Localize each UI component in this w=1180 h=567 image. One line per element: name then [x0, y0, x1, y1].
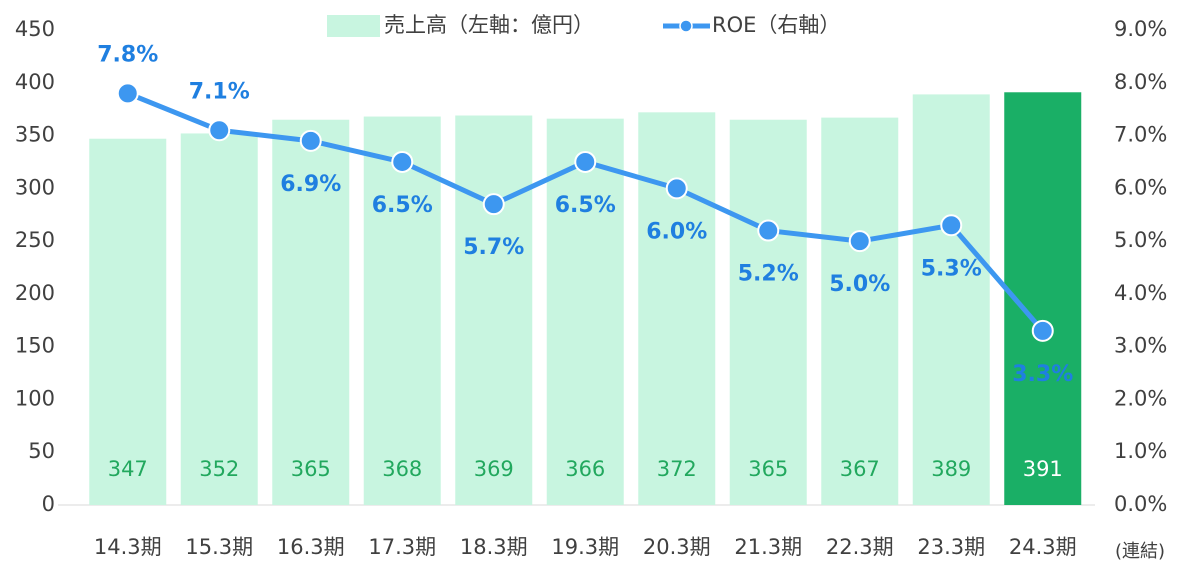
bar [546, 118, 624, 506]
line-value-label: 6.5% [372, 193, 433, 218]
y-tick-label: 250 [15, 228, 55, 252]
bar [821, 117, 899, 505]
line-value-label: 7.1% [189, 79, 250, 104]
bar [272, 119, 350, 505]
line-point [574, 150, 597, 173]
line-point [848, 230, 871, 253]
y-tick-label: 400 [15, 70, 55, 94]
y-tick-label: 150 [15, 334, 55, 358]
bar [729, 119, 807, 505]
legend-swatch [679, 19, 693, 33]
y-tick-label: 200 [15, 281, 55, 305]
bar-value-label: 369 [474, 457, 514, 481]
bar [363, 116, 441, 506]
bar-value-label: 365 [291, 457, 331, 481]
bar [455, 115, 533, 505]
bar-value-label: 347 [108, 457, 148, 481]
line-value-label: 3.3% [1012, 362, 1073, 387]
line-value-label: 5.7% [463, 235, 524, 260]
y2-tick-label: 4.0% [1114, 281, 1167, 305]
x-tick-label: 20.3期 [643, 535, 711, 559]
y-tick-label: 300 [15, 175, 55, 199]
annotation: (連結) [1115, 541, 1165, 562]
line-value-label: 5.2% [738, 262, 799, 287]
line-point [665, 177, 688, 200]
x-tick-label: 15.3期 [185, 535, 253, 559]
legend-label: ROE（右軸） [712, 13, 840, 37]
x-tick-label: 17.3期 [368, 535, 436, 559]
bar-value-label: 365 [748, 457, 788, 481]
line-point [299, 129, 322, 152]
bar-value-label: 366 [565, 457, 605, 481]
line-point [940, 214, 963, 237]
y2-tick-label: 6.0% [1114, 175, 1167, 199]
legend-label: 売上高（左軸：億円） [384, 13, 594, 37]
line-point [757, 219, 780, 242]
x-tick-label: 16.3期 [277, 535, 345, 559]
x-tick-label: 18.3期 [460, 535, 528, 559]
line-point [1031, 319, 1054, 342]
line-value-label: 7.8% [97, 42, 158, 67]
y-tick-label: 0 [42, 492, 55, 516]
y2-tick-label: 9.0% [1114, 17, 1167, 41]
line-point [482, 193, 505, 216]
y2-tick-label: 3.0% [1114, 334, 1167, 358]
bar [180, 133, 258, 505]
y-tick-label: 50 [28, 439, 55, 463]
x-tick-label: 14.3期 [94, 535, 162, 559]
x-tick-label: 21.3期 [734, 535, 802, 559]
y2-tick-label: 7.0% [1114, 123, 1167, 147]
y2-tick-label: 2.0% [1114, 386, 1167, 410]
bar-value-label: 391 [1023, 457, 1063, 481]
bar-value-label: 372 [657, 457, 697, 481]
bar [912, 94, 990, 505]
line-value-label: 6.5% [555, 193, 616, 218]
x-tick-label: 19.3期 [551, 535, 619, 559]
line-point [116, 82, 139, 105]
bar-value-label: 367 [840, 457, 880, 481]
y2-tick-label: 0.0% [1114, 492, 1167, 516]
y-tick-label: 350 [15, 123, 55, 147]
y2-tick-label: 5.0% [1114, 228, 1167, 252]
bar [89, 138, 167, 505]
y2-tick-label: 8.0% [1114, 70, 1167, 94]
line-value-label: 5.3% [921, 256, 982, 281]
bar-value-label: 389 [931, 457, 971, 481]
x-tick-label: 22.3期 [826, 535, 894, 559]
x-tick-label: 24.3期 [1009, 535, 1077, 559]
bar-value-label: 352 [199, 457, 239, 481]
line-point [208, 119, 231, 142]
bar-value-label: 368 [382, 457, 422, 481]
line-value-label: 6.9% [280, 172, 341, 197]
line-point [391, 150, 414, 173]
y2-tick-label: 1.0% [1114, 439, 1167, 463]
legend-swatch [327, 15, 380, 37]
bar [638, 112, 716, 505]
line-value-label: 6.0% [646, 219, 707, 244]
y-tick-label: 450 [15, 17, 55, 41]
y-tick-label: 100 [15, 386, 55, 410]
line-value-label: 5.0% [829, 272, 890, 297]
x-tick-label: 23.3期 [917, 535, 985, 559]
